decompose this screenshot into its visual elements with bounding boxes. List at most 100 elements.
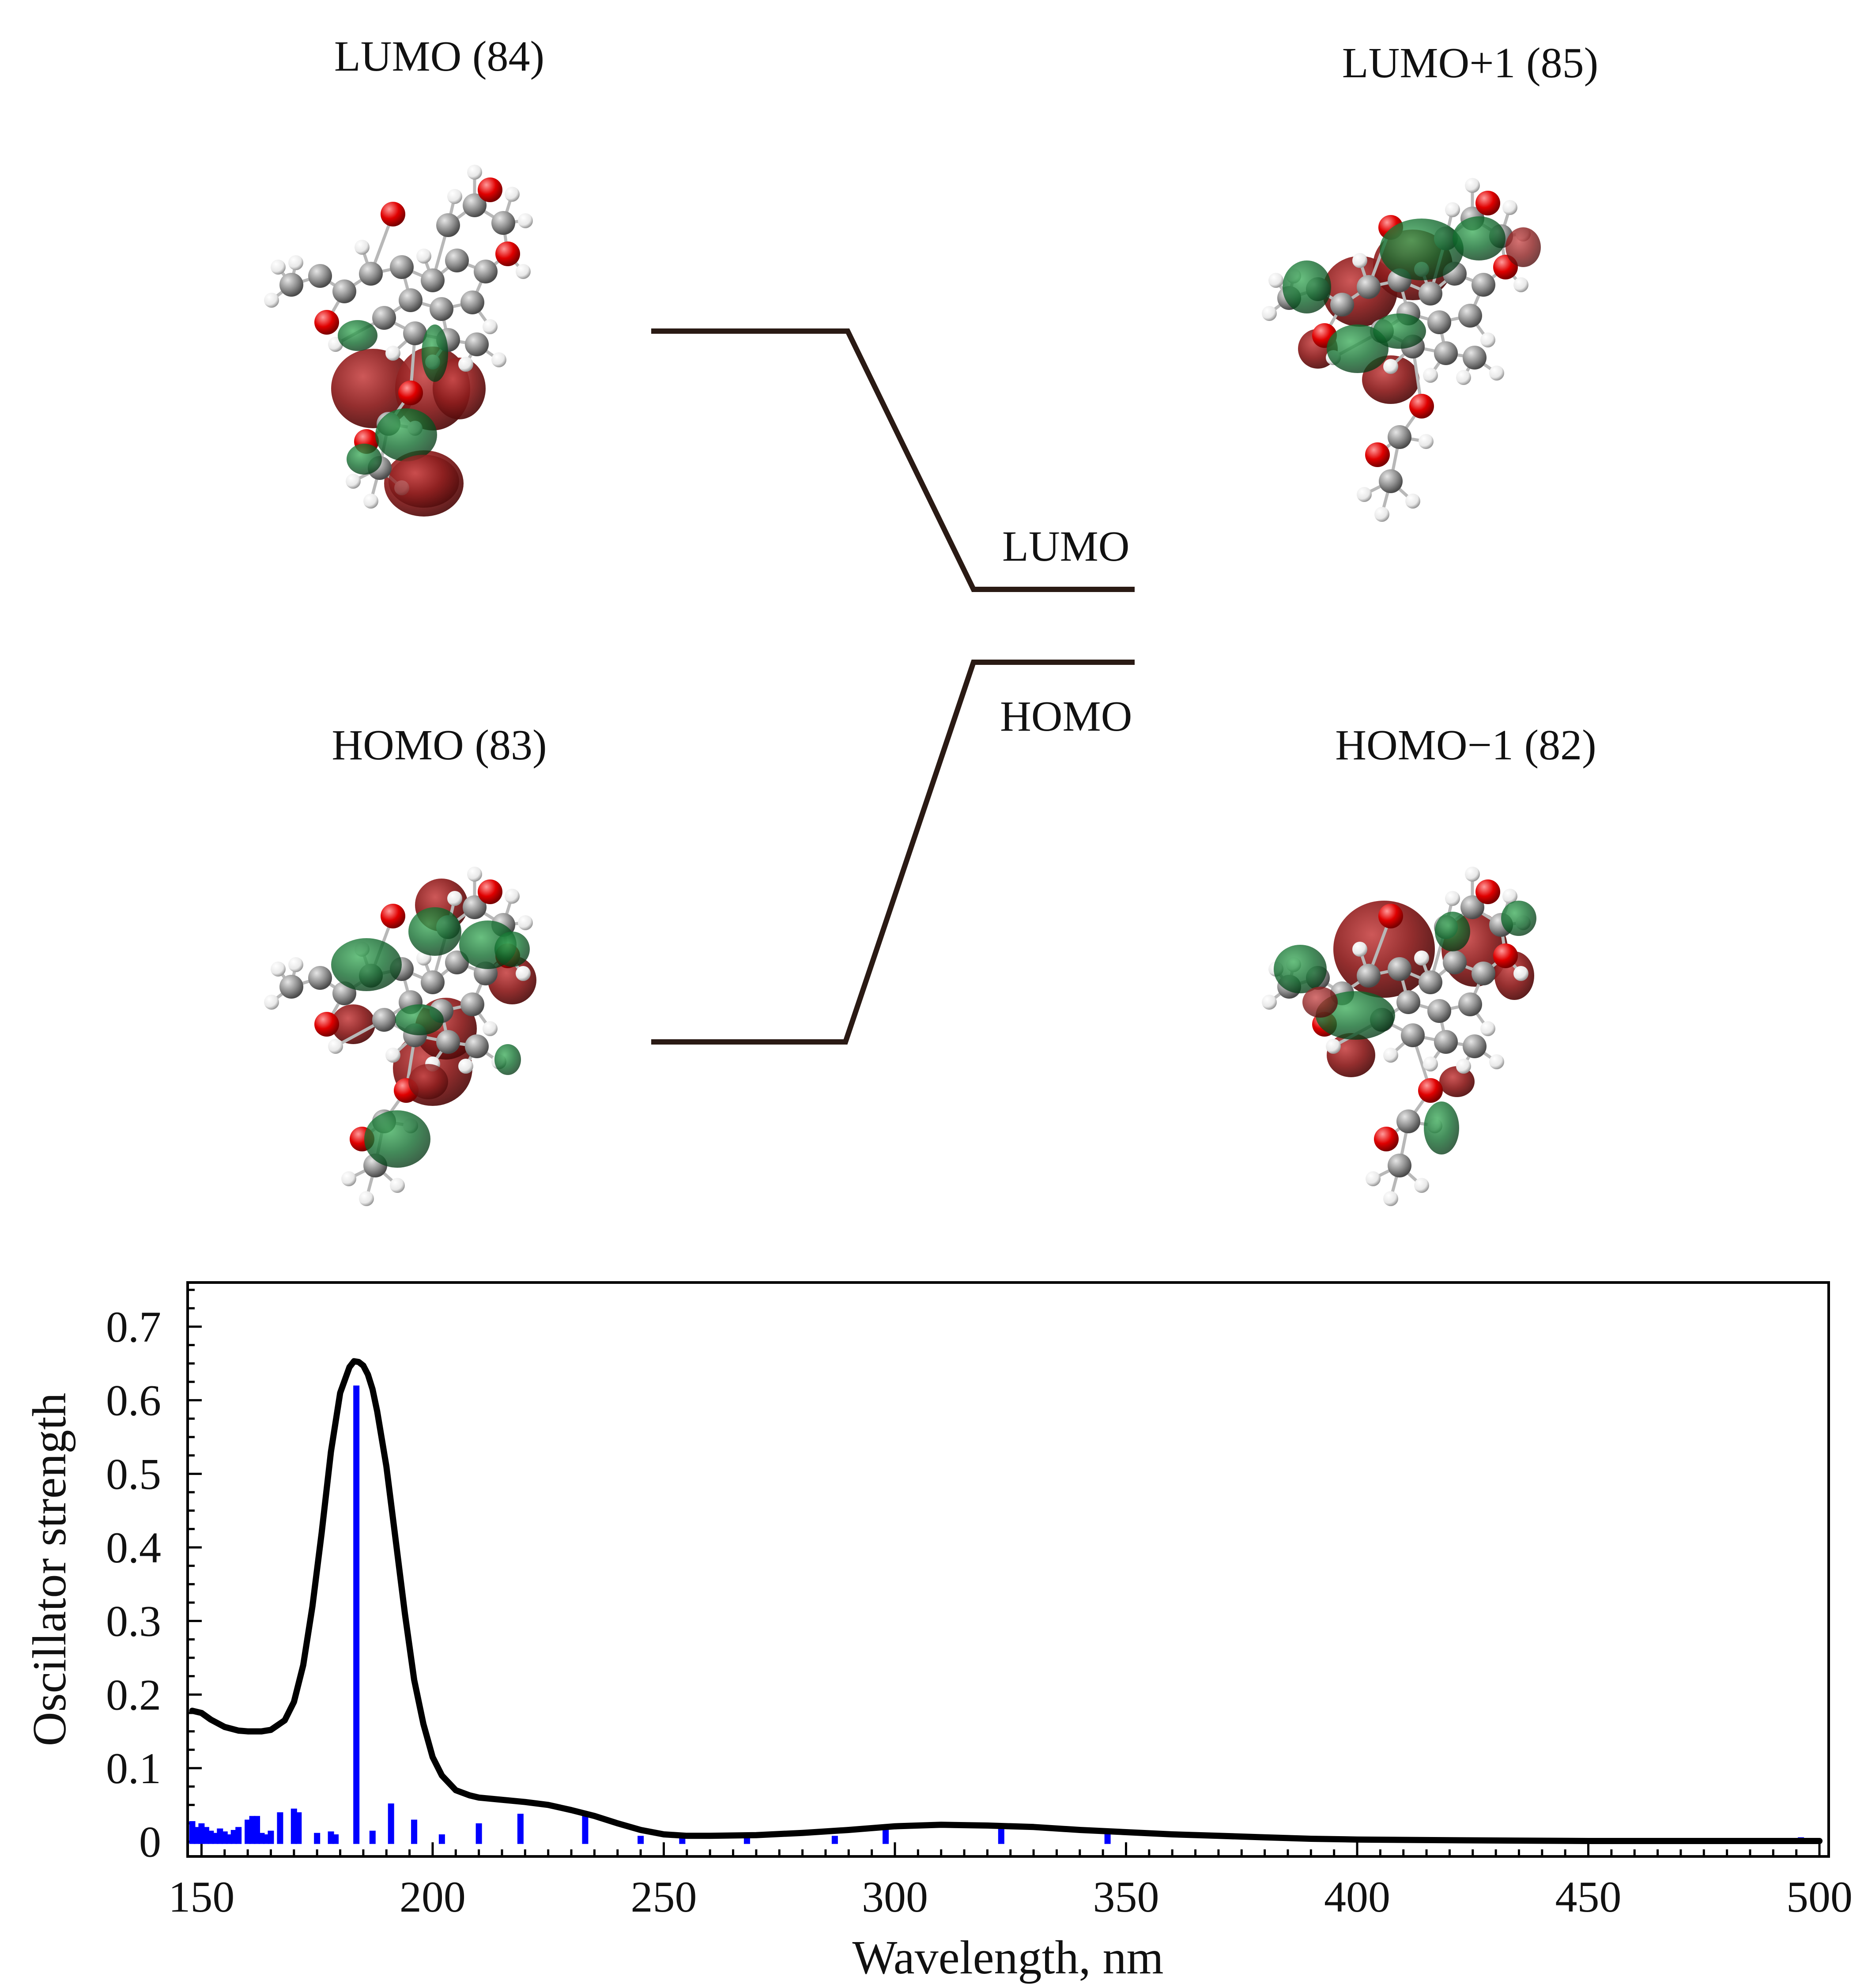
carbon-atom <box>372 306 396 330</box>
carbon-atom <box>390 255 414 279</box>
carbon-atom <box>308 264 332 288</box>
hydrogen-atom <box>458 1059 473 1074</box>
lumo-level-line <box>651 328 1135 592</box>
hydrogen-atom <box>483 319 498 334</box>
negative-lobe <box>375 408 437 461</box>
oxygen-atom <box>478 177 502 202</box>
hydrogen-atom <box>447 891 462 906</box>
oxygen-atom <box>478 879 502 904</box>
carbon-atom <box>1458 992 1482 1016</box>
hydrogen-atom <box>1419 434 1434 449</box>
lumo-plus-1-orbital-title: LUMO+1 (85) <box>1342 39 1599 87</box>
transition-bar <box>235 1827 242 1844</box>
hydrogen-atom <box>1366 1171 1381 1186</box>
negative-lobe <box>1283 260 1331 313</box>
lumo-orbital-rendering <box>264 165 533 517</box>
carbon-atom <box>1460 895 1484 919</box>
transition-bar <box>517 1814 524 1844</box>
carbon-atom <box>1388 1154 1411 1177</box>
carbon-atom <box>436 1030 460 1054</box>
hydrogen-atom <box>1326 1039 1341 1054</box>
hydrogen-atom <box>359 1191 374 1206</box>
lumo-orbital-title: LUMO (84) <box>334 33 544 80</box>
transition-bar <box>438 1834 445 1844</box>
negative-lobe <box>408 907 461 956</box>
hydrogen-atom <box>1383 1048 1398 1063</box>
negative-lobe <box>1424 1102 1459 1154</box>
carbon-atom <box>403 321 427 345</box>
oxygen-atom <box>1418 1078 1443 1103</box>
carbon-atom <box>463 895 487 919</box>
hydrogen-atom <box>341 1171 356 1186</box>
hydrogen-atom <box>1445 891 1460 906</box>
hydrogen-atom <box>1262 995 1277 1010</box>
homo-orbital-title: HOMO (83) <box>332 721 547 769</box>
y-tick-label: 0.2 <box>106 1670 161 1719</box>
transition-bar <box>314 1833 321 1844</box>
transition-bar <box>268 1830 274 1844</box>
carbon-atom <box>1427 310 1451 334</box>
carbon-atom <box>372 1008 396 1032</box>
x-tick-label: 350 <box>1093 1872 1159 1921</box>
hydrogen-atom <box>1383 359 1398 374</box>
hydrogen-atom <box>416 249 431 264</box>
negative-lobe <box>1373 313 1426 349</box>
oxygen-atom <box>381 202 405 226</box>
hydrogen-atom <box>1268 273 1283 288</box>
homo-level-label: HOMO <box>1000 693 1132 740</box>
negative-lobe <box>1501 901 1536 936</box>
energy-level-diagram: LUMO HOMO <box>651 328 1135 1045</box>
hydrogen-atom <box>264 293 279 308</box>
y-tick-label: 0.4 <box>106 1523 161 1572</box>
negative-lobe <box>1380 219 1464 280</box>
hydrogen-atom <box>346 474 361 489</box>
carbon-atom <box>1434 341 1458 365</box>
carbon-atom <box>421 970 445 994</box>
hydrogen-atom <box>447 189 462 204</box>
hydrogen-atom <box>1502 200 1517 215</box>
positive-lobe <box>1302 987 1338 1018</box>
negative-lobe <box>494 932 530 967</box>
plot-frame <box>186 1281 1830 1858</box>
oscillator-strength-chart: 150 200 250 300 350 400 450 500 0 0.1 0.2 0.3 0.4 0.5… <box>23 1281 1853 1984</box>
homo-level-line <box>651 660 1135 1045</box>
hydrogen-atom <box>467 165 482 180</box>
carbon-atom <box>1472 962 1495 985</box>
carbon-atom <box>474 260 498 283</box>
hydrogen-atom <box>516 966 531 981</box>
carbon-atom <box>445 249 469 272</box>
x-axis-label: Wavelength, nm <box>852 1931 1163 1984</box>
carbon-atom <box>1379 469 1403 493</box>
hydrogen-atom <box>1262 306 1277 321</box>
carbon-atom <box>1463 1034 1487 1058</box>
positive-lobe <box>331 349 415 428</box>
hydrogen-atom <box>1423 1056 1438 1071</box>
hydrogen-atom <box>1414 951 1429 966</box>
transition-bar <box>295 1812 302 1844</box>
y-tick-label: 0.7 <box>106 1302 161 1351</box>
y-tick-label: 0.5 <box>106 1449 161 1498</box>
hydrogen-atom <box>1352 942 1367 957</box>
hydrogen-atom <box>1352 253 1367 268</box>
carbon-atom <box>465 1034 489 1058</box>
hydrogen-atom <box>1513 277 1528 292</box>
negative-lobe <box>1453 216 1506 260</box>
hydrogen-atom <box>1383 1191 1398 1206</box>
hydrogen-atom <box>1465 178 1480 193</box>
hydrogen-atom <box>518 915 533 930</box>
negative-lobe <box>331 938 402 991</box>
positive-lobe <box>408 1064 448 1099</box>
oxygen-atom <box>495 241 520 266</box>
hydrogen-atom <box>1423 368 1438 383</box>
hydrogen-atom <box>518 213 533 228</box>
oxygen-atom <box>1475 879 1500 904</box>
transition-bar <box>475 1823 482 1844</box>
transition-bar <box>582 1816 589 1844</box>
positive-lobe <box>331 1004 375 1044</box>
hydrogen-atom <box>385 346 400 361</box>
hydrogen-atom <box>1465 867 1480 882</box>
hydrogen-atom <box>264 995 279 1010</box>
x-tick-label: 250 <box>630 1872 697 1921</box>
positive-lobe <box>389 455 459 508</box>
hydrogen-atom <box>1374 507 1389 522</box>
